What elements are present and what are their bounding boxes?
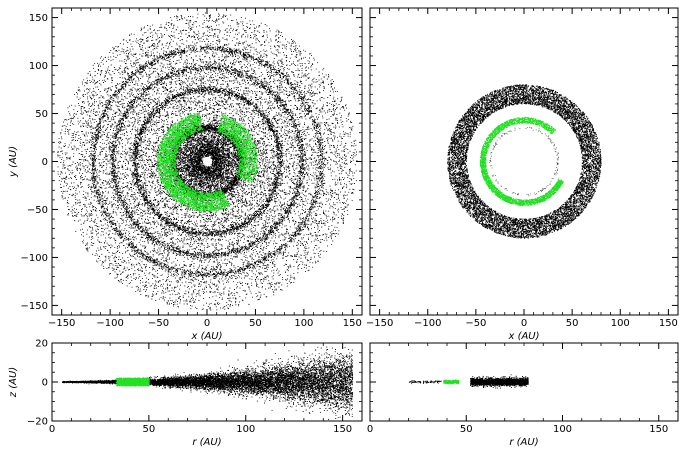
ticks-bottom-left	[51, 342, 363, 422]
green-particles	[157, 112, 258, 212]
points-top-right	[447, 84, 602, 239]
frame-top-left	[51, 7, 363, 316]
x-tick-label: 150	[343, 318, 362, 329]
x-tick-label: 50	[460, 424, 473, 435]
x-tick-label: 50	[566, 318, 579, 329]
x-tick-label: 0	[49, 424, 55, 435]
ylabel-bottom-left: z (AU)	[8, 367, 19, 398]
y-tick-label: −100	[21, 253, 48, 264]
green-particles	[443, 379, 460, 385]
edge-on-particles	[408, 374, 529, 389]
y-tick-label: 20	[35, 339, 48, 350]
points-top-left	[57, 12, 358, 311]
ticks-top-left	[51, 7, 363, 316]
xlabel-bottom-left: r (AU)	[192, 437, 221, 448]
x-tick-label: 50	[143, 424, 156, 435]
x-tick-label: 0	[204, 318, 210, 329]
x-tick-label: 150	[659, 318, 678, 329]
xlabel-top-left: x (AU)	[190, 331, 222, 342]
ticklabels-top-left: −150 −100 −50 0 50 100 150 −150 −100 −50 0 50 100 150	[21, 13, 362, 329]
y-tick-label: −50	[27, 205, 48, 216]
ticks-bottom-right	[369, 342, 679, 422]
x-tick-label: 100	[294, 318, 313, 329]
panel-top-left: −150 −100 −50 0 50 100 150 −150 −100 −50 0 50 100 150…	[8, 7, 363, 342]
points-bottom-left	[62, 346, 354, 420]
x-tick-label: 100	[611, 318, 630, 329]
x-tick-label: 100	[236, 424, 255, 435]
xlabel-bottom-right: r (AU)	[509, 437, 538, 448]
x-tick-label: −150	[366, 318, 393, 329]
x-tick-label: 150	[333, 424, 352, 435]
x-tick-label: 0	[367, 424, 373, 435]
frame-top-right	[369, 7, 679, 316]
x-tick-label: 0	[521, 318, 527, 329]
x-tick-label: −50	[148, 318, 169, 329]
panel-bottom-right: 0 50 100 150 r (AU)	[367, 342, 679, 448]
panel-top-right: −150 −100 −50 0 50 100 150 x (AU)	[366, 7, 679, 342]
ylabel-top-left: y (AU)	[8, 146, 19, 178]
y-tick-label: 150	[29, 13, 48, 24]
y-tick-label: −150	[21, 301, 48, 312]
green-particles	[479, 116, 564, 207]
x-tick-label: −50	[465, 318, 486, 329]
ticklabels-top-right: −150 −100 −50 0 50 100 150	[366, 318, 678, 329]
inner-ring-particles	[489, 126, 560, 197]
ticks-top-right	[369, 7, 679, 316]
x-tick-label: 150	[649, 424, 668, 435]
x-tick-label: 100	[553, 424, 572, 435]
x-tick-label: 50	[249, 318, 262, 329]
x-tick-label: −150	[48, 318, 75, 329]
ticklabels-bottom-right: 0 50 100 150	[367, 424, 668, 435]
y-tick-label: −20	[27, 417, 48, 428]
annulus-particles	[447, 84, 602, 239]
edge-on-particles	[62, 346, 354, 420]
x-tick-label: −100	[414, 318, 441, 329]
points-bottom-right	[408, 374, 529, 389]
y-tick-label: 0	[42, 157, 48, 168]
disk-particles	[57, 12, 358, 311]
y-tick-label: 50	[35, 109, 48, 120]
xlabel-top-right: x (AU)	[507, 331, 539, 342]
y-tick-label: 100	[29, 61, 48, 72]
x-tick-label: −100	[96, 318, 123, 329]
green-particles	[116, 377, 150, 387]
y-tick-label: 0	[42, 378, 48, 389]
